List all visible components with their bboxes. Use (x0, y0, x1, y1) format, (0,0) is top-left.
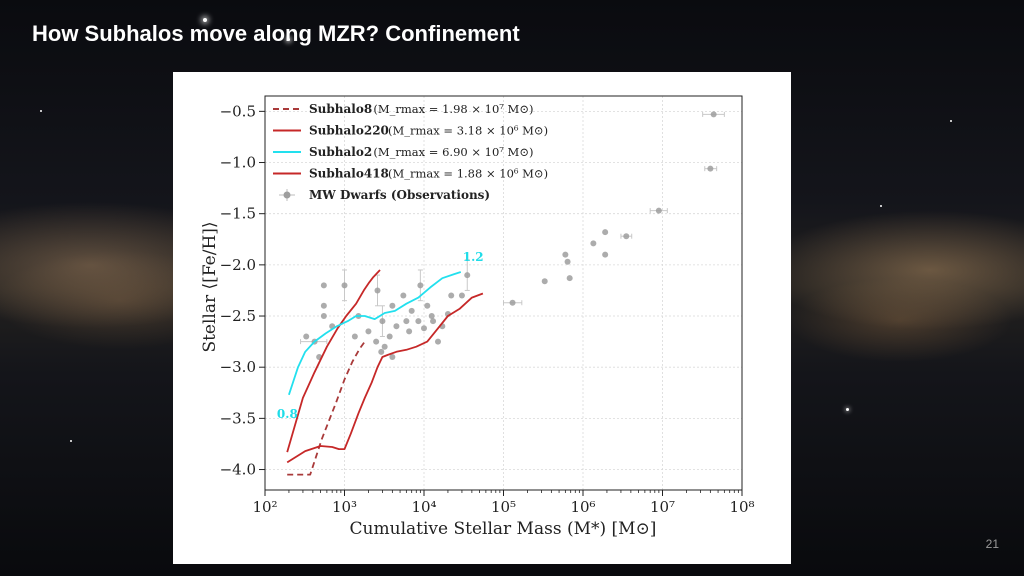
x-tick-label: 10² (252, 498, 277, 516)
annotation-label: 0.8 (277, 407, 298, 421)
metallicity-mass-chart: 10² 10³ 10⁴ 10⁵ 10⁶ 10⁷ 10⁸ −4.0 −3.5 −3.0 −2.5 −2.… (200, 95, 755, 539)
scatter-layer (300, 111, 725, 360)
star (40, 110, 42, 112)
star (70, 440, 72, 442)
mw-dwarf-point (320, 302, 327, 309)
mw-dwarf-point (406, 328, 413, 335)
annotations-layer: 0.8 1.2 (277, 250, 484, 421)
ticks-layer: 10² 10³ 10⁴ 10⁵ 10⁶ 10⁷ 10⁸ −4.0 −3.5 −3.0 −2.5 −2.… (220, 102, 755, 516)
mw-dwarf-point (428, 313, 435, 320)
y-tick-label: −3.0 (220, 358, 256, 376)
y-tick-label: −4.0 (220, 461, 256, 479)
mw-dwarf-point (303, 333, 310, 340)
slide-title: How Subhalos move along MZR? Confinement (32, 21, 520, 46)
mw-dwarf-point (400, 292, 407, 299)
mw-dwarf-point (424, 302, 431, 309)
mw-dwarf-point (320, 313, 327, 320)
mw-dwarf-point (415, 318, 422, 325)
y-tick-label: −1.0 (220, 154, 256, 172)
mw-dwarf-point (509, 299, 516, 306)
mw-dwarf-point (417, 282, 424, 289)
legend-series-mass: (M_rmax = 1.98 × 10⁷ M⊙) (373, 102, 533, 116)
mw-dwarf-point (707, 165, 714, 172)
x-tick-label: 10⁷ (650, 498, 675, 516)
page-number: 21 (985, 537, 999, 551)
mw-dwarf-point (430, 318, 437, 325)
mw-dwarf-point (458, 292, 465, 299)
legend-series-name: Subhalo220 (309, 124, 389, 138)
y-axis-label: Stellar ⟨[Fe/H]⟩ (200, 221, 220, 352)
legend-series-mass: (M_rmax = 3.18 × 10⁶ M⊙) (388, 124, 548, 138)
mw-dwarf-point (365, 328, 372, 335)
mw-dwarf-point (710, 111, 717, 118)
mw-dwarf-point (341, 282, 348, 289)
mw-dwarf-point (408, 307, 415, 314)
mw-dwarf-point (464, 272, 471, 279)
mw-dwarf-point (378, 348, 385, 355)
mw-dwarf-point (320, 282, 327, 289)
figure-panel: 10² 10³ 10⁴ 10⁵ 10⁶ 10⁷ 10⁸ −4.0 −3.5 −3.0 −2.5 −2.… (173, 72, 791, 564)
series-line-subhalo8 (287, 341, 366, 476)
mw-dwarf-point (566, 275, 573, 282)
series-layer (286, 269, 484, 476)
mw-dwarf-point (374, 287, 381, 294)
mw-dwarf-point (541, 278, 548, 285)
mw-dwarf-point (448, 292, 455, 299)
x-axis-label: Cumulative Stellar Mass (M*) [M⊙] (350, 519, 657, 539)
star (846, 408, 849, 411)
mw-dwarf-point (602, 251, 609, 258)
legend-scatter-name: MW Dwarfs (Observations) (309, 188, 490, 202)
y-tick-label: −2.5 (220, 307, 256, 325)
y-tick-label: −3.5 (220, 409, 256, 427)
mw-dwarf-point (564, 258, 571, 265)
y-tick-label: −1.5 (220, 205, 256, 223)
series-line-subhalo220 (286, 269, 381, 453)
x-tick-label: 10⁸ (729, 498, 754, 516)
legend-series-name: Subhalo8 (309, 102, 372, 116)
legend-series-mass: (M_rmax = 1.88 × 10⁶ M⊙) (388, 167, 548, 181)
mw-dwarf-point (379, 318, 386, 325)
annotation-label: 1.2 (463, 250, 484, 264)
y-tick-label: −0.5 (220, 102, 256, 120)
star (950, 120, 952, 122)
x-tick-label: 10³ (332, 498, 357, 516)
legend: Subhalo8 (M_rmax = 1.98 × 10⁷ M⊙) Subhalo2… (273, 102, 548, 202)
legend-marker (283, 191, 291, 199)
mw-dwarf-point (655, 207, 662, 214)
mw-dwarf-point (562, 251, 569, 258)
mw-dwarf-point (393, 323, 400, 330)
star (880, 205, 882, 207)
mw-dwarf-point (373, 338, 380, 345)
mw-dwarf-point (381, 343, 388, 350)
mw-dwarf-point (602, 229, 609, 236)
legend-series-mass: (M_rmax = 6.90 × 10⁷ M⊙) (373, 145, 533, 159)
series-line-subhalo418 (286, 292, 484, 464)
bright-star (287, 38, 290, 41)
mw-dwarf-point (389, 353, 396, 360)
x-tick-label: 10⁴ (411, 498, 436, 516)
mw-dwarf-point (403, 318, 410, 325)
x-tick-label: 10⁵ (491, 498, 516, 516)
mw-dwarf-point (434, 338, 441, 345)
mw-dwarf-point (590, 240, 597, 247)
mw-dwarf-point (623, 233, 630, 240)
mw-dwarf-point (421, 325, 427, 332)
x-tick-label: 10⁶ (570, 498, 595, 516)
mw-dwarf-point (351, 333, 358, 340)
series-line-subhalo2 (288, 271, 462, 396)
y-tick-label: −2.0 (220, 256, 256, 274)
legend-series-name: Subhalo418 (309, 167, 389, 181)
mw-dwarf-point (386, 333, 393, 340)
legend-series-name: Subhalo2 (309, 145, 372, 159)
mw-dwarf-point (389, 302, 396, 309)
bright-star (203, 18, 207, 22)
